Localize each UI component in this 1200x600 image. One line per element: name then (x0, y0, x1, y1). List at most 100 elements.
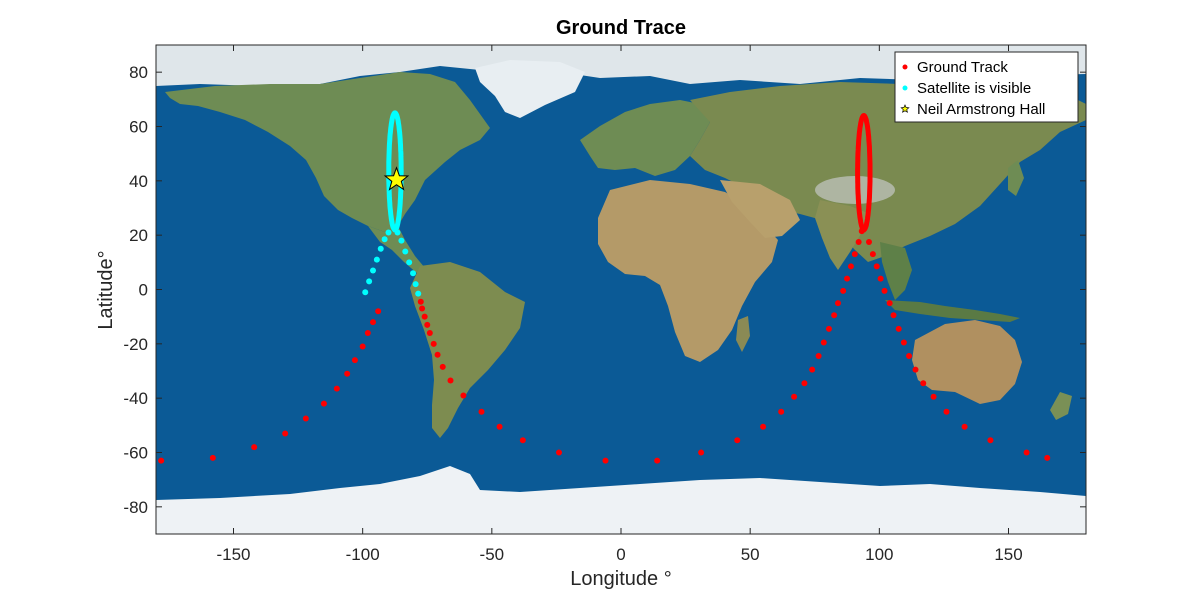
ground-track-loop-left (386, 110, 398, 233)
australia (912, 320, 1022, 404)
track-point (417, 298, 424, 305)
track-point (778, 408, 785, 415)
track-point (906, 353, 913, 360)
europe (580, 100, 710, 176)
legend-box (894, 51, 1079, 123)
track-point (961, 423, 968, 430)
track-point (895, 325, 902, 332)
legend-dot-swatch (902, 64, 908, 70)
track-point (402, 248, 409, 255)
track-point (1023, 449, 1030, 456)
track-point (809, 366, 816, 373)
legend-entry-label: Neil Armstrong Hall (917, 101, 1045, 118)
track-point (858, 228, 865, 235)
y-tick-label: 40 (129, 172, 148, 191)
y-tick-label: 0 (139, 281, 148, 300)
ground-track-loop-right (392, 110, 404, 233)
x-tick-label: -50 (480, 545, 505, 564)
y-tick-label: 60 (129, 118, 148, 137)
new-zealand (1050, 392, 1072, 420)
legend-star-swatch (900, 104, 910, 113)
track-point (801, 380, 808, 387)
track-point (847, 263, 854, 270)
track-point (385, 229, 392, 236)
track-point (654, 457, 661, 464)
track-point (869, 251, 876, 258)
track-point (943, 408, 950, 415)
track-point (831, 312, 838, 319)
asia (690, 82, 1086, 262)
x-tick-label: 0 (616, 545, 625, 564)
axis-ticks: -150 -100 -50 0 50 100 150 -80 -60 -40 -20 0 20 40 60 8… (123, 45, 1086, 564)
track-point (760, 423, 767, 430)
track-point (698, 449, 705, 456)
series-layer (158, 110, 1051, 464)
japan (1008, 160, 1024, 196)
arabia (720, 180, 800, 238)
south-america (410, 262, 525, 438)
track-point (900, 339, 907, 346)
track-point (851, 251, 858, 258)
track-point (406, 259, 413, 266)
madagascar (736, 316, 750, 352)
world-map-background (156, 45, 1086, 534)
track-point (394, 229, 401, 236)
series-0 (158, 113, 1051, 464)
series-1 (362, 110, 422, 297)
track-point (556, 449, 562, 456)
track-point (424, 321, 431, 328)
track-point (426, 329, 433, 336)
track-point (302, 415, 309, 422)
track-point (844, 275, 851, 282)
y-tick-label: -80 (123, 498, 148, 517)
track-point (886, 300, 893, 307)
track-point (366, 278, 373, 285)
track-point (434, 351, 441, 358)
track-point (370, 267, 376, 274)
track-point (158, 457, 165, 464)
track-point (460, 392, 467, 399)
track-point (519, 437, 526, 444)
track-point (734, 437, 741, 444)
track-point (877, 275, 884, 282)
y-tick-label: -20 (123, 335, 148, 354)
x-tick-label: 50 (741, 545, 760, 564)
x-tick-label: -100 (346, 545, 380, 564)
track-point (496, 423, 503, 430)
track-point (873, 263, 880, 270)
track-point (373, 256, 380, 263)
track-point (987, 437, 994, 444)
x-axis-label: Longitude ° (570, 568, 671, 590)
legend-dot-swatch (902, 85, 908, 91)
track-point (430, 340, 437, 347)
series-2 (383, 166, 410, 191)
track-point (370, 319, 376, 326)
x-tick-label: -150 (216, 545, 250, 564)
track-point (364, 329, 371, 336)
track-point (398, 237, 405, 244)
track-point (251, 444, 258, 451)
southeast-asia (880, 242, 912, 300)
legend-entry-label: Satellite is visible (917, 80, 1031, 97)
y-tick-label: -60 (123, 444, 148, 463)
africa (598, 180, 778, 362)
track-point (835, 300, 841, 307)
track-point (209, 454, 216, 461)
ground-track-loop-right (861, 113, 873, 233)
track-point (359, 343, 366, 350)
y-tick-label: 80 (129, 63, 148, 82)
track-point (855, 238, 862, 245)
track-point (447, 377, 454, 384)
arctic-ice (156, 45, 1086, 86)
track-point (881, 287, 888, 294)
location-star-marker (383, 166, 410, 191)
track-point (412, 281, 419, 288)
legend: Ground Track Satellite is visible Neil Arm… (894, 51, 1079, 123)
chart-title: Ground Trace (556, 17, 686, 39)
track-point (419, 305, 426, 312)
track-point (1044, 454, 1051, 461)
tibet-plateau (815, 176, 895, 204)
india (815, 200, 870, 270)
ground-track-loop-left (855, 113, 867, 233)
track-point (381, 236, 388, 243)
